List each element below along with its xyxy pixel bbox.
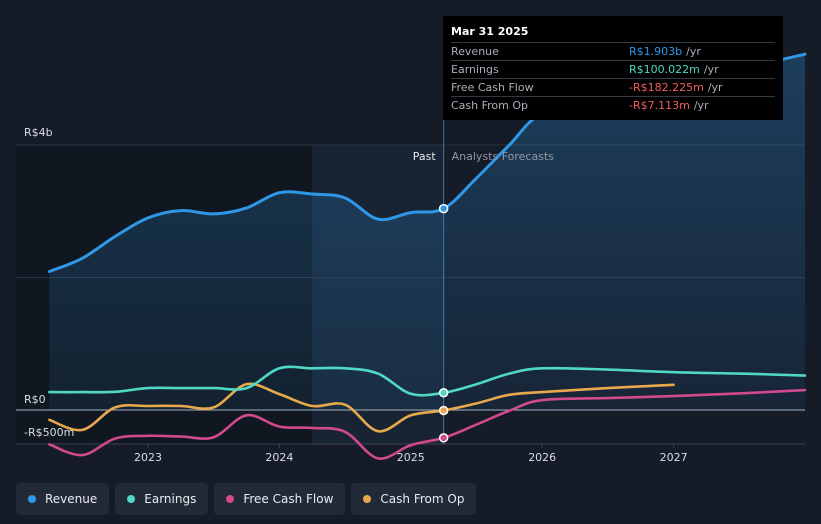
y-tick-label: -R$500m [24, 426, 74, 439]
tooltip-label: Revenue [451, 45, 499, 58]
tooltip-value: R$1.903b [629, 45, 683, 58]
legend-item-cash-from-op[interactable]: Cash From Op [351, 483, 477, 515]
x-tick-label: 2026 [528, 451, 556, 464]
area-layer [49, 54, 805, 410]
past-label: Past [413, 150, 437, 163]
free-cash-flow-line [48, 388, 807, 460]
legend-item-revenue[interactable]: Revenue [16, 483, 110, 515]
legend-label: Cash From Op [380, 492, 465, 506]
axis-labels: R$4b R$0 -R$500m 2023 2024 2025 2026 2027 [24, 126, 688, 464]
legend-dot-icon [363, 495, 372, 503]
tooltip-row-earnings: Earnings R$100.022m /yr [451, 60, 775, 78]
hover-markers [438, 203, 449, 443]
legend-label: Free Cash Flow [243, 492, 334, 506]
tooltip-date: Mar 31 2025 [451, 25, 529, 38]
legend-dot-icon [226, 495, 235, 503]
cash-from-op-line [48, 382, 675, 433]
free-cash-flow-marker [438, 433, 449, 443]
earnings-line [48, 365, 807, 397]
tooltip-value: -R$182.225m [629, 81, 704, 94]
tooltip-label: Earnings [451, 63, 499, 76]
tooltip-row-revenue: Revenue R$1.903b /yr [451, 42, 775, 60]
forecast-label: Analysts Forecasts [452, 150, 555, 163]
revenue-marker [438, 203, 449, 214]
tooltip-row-free-cash-flow: Free Cash Flow -R$182.225m /yr [451, 78, 775, 96]
y-tick-label: R$0 [24, 393, 46, 406]
tooltip: Mar 31 2025 Revenue R$1.903b /yr Earning… [443, 16, 783, 120]
earnings-marker [438, 388, 449, 398]
x-tick-label: 2024 [265, 451, 293, 464]
x-tick-label: 2023 [134, 451, 162, 464]
revenue-area [49, 54, 805, 410]
legend: Revenue Earnings Free Cash Flow Cash Fro… [16, 483, 477, 515]
legend-label: Revenue [45, 492, 98, 506]
tooltip-unit: /yr [693, 99, 709, 112]
tooltip-unit: /yr [703, 63, 719, 76]
cash-from-op-marker [438, 405, 449, 416]
y-tick-label: R$4b [24, 126, 53, 139]
tooltip-unit: /yr [707, 81, 723, 94]
tooltip-unit: /yr [686, 45, 701, 58]
legend-label: Earnings [144, 492, 197, 506]
x-tick-label: 2025 [397, 451, 425, 464]
tooltip-row-cash-from-op: Cash From Op -R$7.113m /yr [451, 96, 775, 114]
tooltip-value: R$100.022m [629, 63, 700, 76]
legend-item-earnings[interactable]: Earnings [115, 483, 209, 515]
legend-dot-icon [28, 495, 36, 503]
tooltip-value: -R$7.113m [629, 99, 690, 112]
legend-item-free-cash-flow[interactable]: Free Cash Flow [214, 483, 346, 515]
legend-dot-icon [127, 495, 136, 503]
tooltip-label: Cash From Op [451, 99, 529, 112]
x-tick-label: 2027 [660, 451, 688, 464]
tooltip-label: Free Cash Flow [451, 81, 534, 94]
